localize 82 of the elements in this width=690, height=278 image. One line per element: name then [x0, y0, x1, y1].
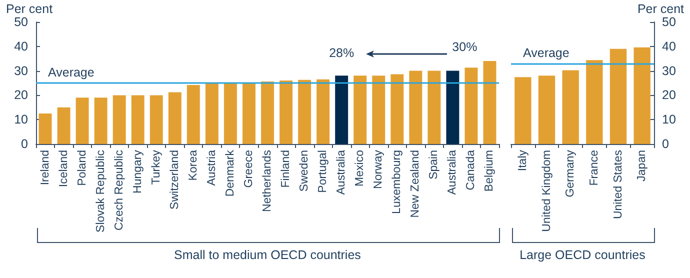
x-tick-label: Portugal — [317, 150, 330, 193]
y-tick-label: 0 — [21, 137, 28, 151]
annotation: 30% — [451, 40, 478, 54]
y-tick-label: 0 — [662, 137, 669, 151]
x-tick-label: Germany — [564, 150, 577, 198]
x-tick-label: Australia — [336, 149, 348, 195]
y-tick-label: 20 — [662, 88, 676, 102]
x-tick-label: New Zealand — [410, 150, 422, 218]
x-tick-label: Belgium — [484, 150, 496, 192]
bar — [150, 95, 163, 144]
bar — [372, 76, 386, 144]
ref-line-label: Average — [48, 66, 94, 80]
y-tick-label: 10 — [662, 112, 676, 127]
bar — [354, 76, 367, 144]
bar — [428, 70, 441, 144]
x-tick-label: Austria — [206, 149, 218, 186]
x-tick-label: Luxembourg — [391, 150, 404, 214]
x-tick-label: United Kingdom — [540, 150, 553, 232]
bar — [242, 83, 256, 144]
bar — [390, 74, 404, 144]
y-tick-label: 50 — [662, 15, 676, 29]
bar — [409, 70, 422, 144]
x-tick-label: Japan — [636, 150, 648, 182]
bar — [168, 92, 182, 144]
bar — [483, 61, 496, 144]
bar — [205, 83, 218, 144]
bar — [280, 80, 292, 144]
bar — [586, 60, 603, 144]
y-tick-label: 40 — [662, 39, 676, 54]
x-tick-label: France — [588, 150, 600, 186]
x-tick-label: Netherlands — [262, 150, 274, 212]
x-tick-label: Australia — [446, 149, 459, 195]
y-tick-label: 30 — [662, 64, 676, 78]
x-tick-label: Iceland — [58, 150, 70, 188]
x-tick-label: Sweden — [298, 150, 311, 192]
bar — [538, 76, 556, 144]
bar — [112, 95, 126, 144]
bar — [335, 76, 348, 144]
bar — [464, 68, 478, 144]
bar — [446, 70, 460, 144]
x-tick-label: Mexico — [354, 150, 366, 186]
bar — [131, 95, 144, 144]
bar — [224, 83, 237, 144]
x-tick-label: Canada — [465, 149, 478, 190]
bar — [76, 98, 89, 144]
bar — [261, 82, 274, 144]
bar — [94, 98, 108, 144]
bar — [610, 48, 627, 144]
bar — [186, 84, 200, 144]
x-tick-label: Slovak Republic — [94, 150, 107, 232]
y-tick-label: 30 — [14, 64, 28, 78]
x-tick-label: Spain — [428, 150, 440, 180]
y-axis-title: Per cent — [6, 2, 54, 16]
text: Large OECD countries — [518, 248, 646, 262]
bar — [298, 80, 312, 144]
x-tick-label: United States — [612, 150, 624, 220]
x-tick-label: Poland — [76, 150, 88, 186]
y-tick-label: 10 — [14, 112, 28, 127]
x-tick-label: Norway — [372, 150, 385, 189]
bar — [57, 107, 70, 144]
x-tick-label: Korea — [187, 149, 200, 181]
bar — [634, 47, 650, 144]
x-tick-label: Italy — [516, 150, 529, 172]
x-tick-label: Ireland — [39, 150, 52, 186]
y-tick-label: 40 — [14, 39, 28, 54]
x-tick-label: Finland — [280, 150, 292, 188]
bar — [316, 79, 330, 144]
bar — [38, 114, 52, 144]
x-tick-label: Denmark — [224, 150, 236, 197]
x-tick-label: Turkey — [150, 150, 162, 185]
x-tick-label: Greece — [242, 150, 255, 188]
ref-line-label: Average — [523, 46, 570, 60]
y-tick-label: 50 — [14, 15, 28, 29]
bar — [562, 70, 579, 144]
y-tick-label: 20 — [14, 88, 28, 102]
annotation: 28% — [328, 46, 356, 60]
y-axis-title: Per cent — [637, 2, 685, 16]
x-tick-label: Switzerland — [168, 150, 181, 210]
x-tick-label: Czech Republic — [113, 150, 126, 231]
text: Small to medium OECD countries — [173, 248, 362, 262]
x-tick-label: Hungary — [132, 150, 144, 194]
bar — [514, 77, 532, 144]
